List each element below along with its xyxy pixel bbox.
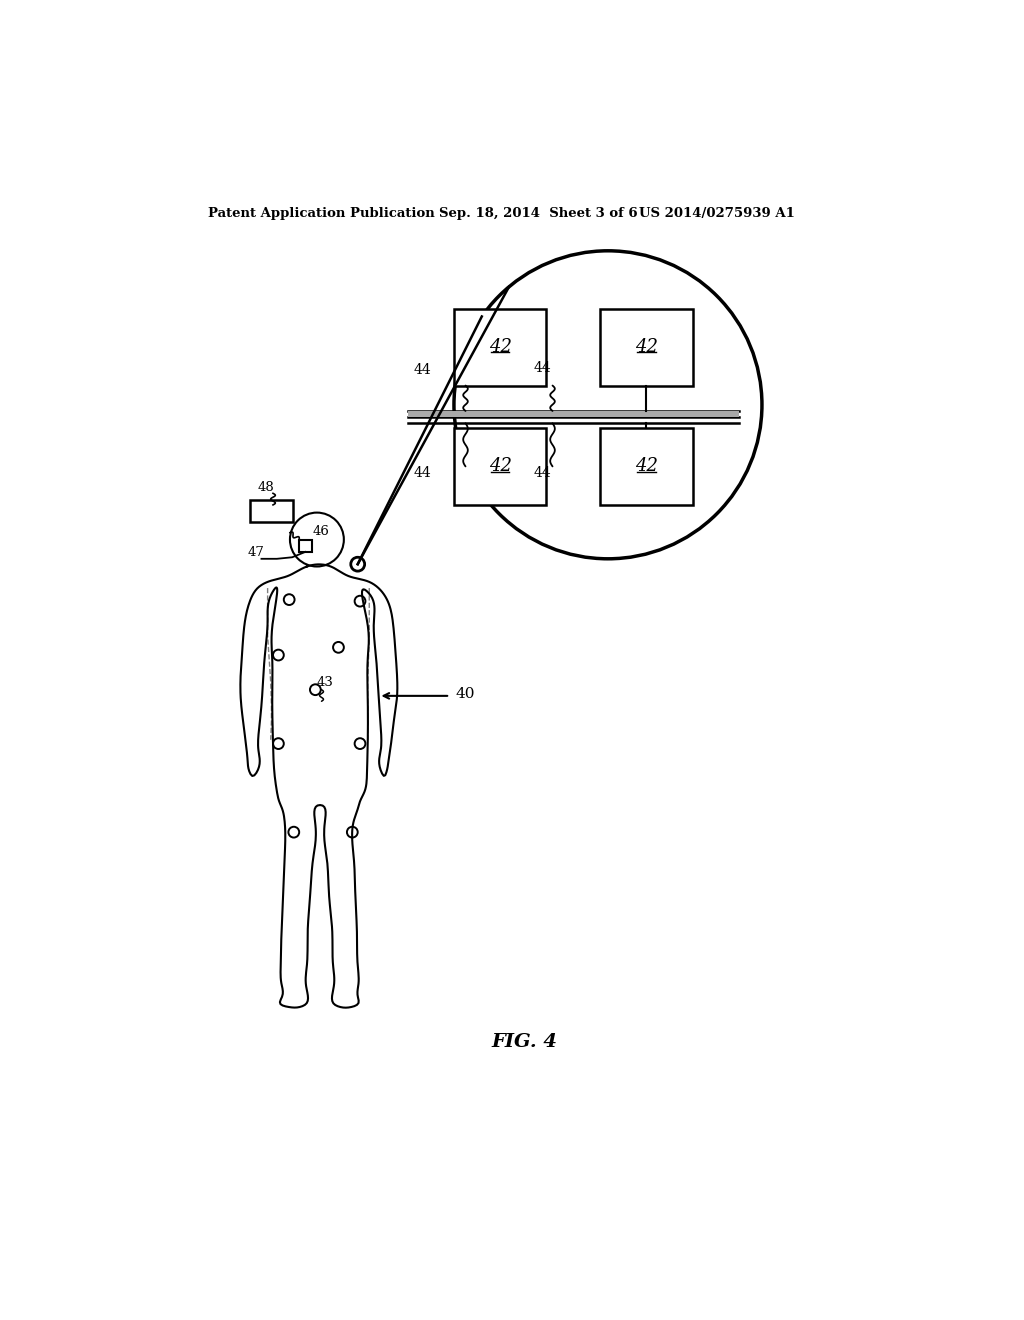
Text: 42: 42 [488,458,512,475]
Text: 44: 44 [535,466,552,479]
Bar [454,309,547,385]
Text: 47: 47 [248,546,264,560]
Text: 44: 44 [414,466,432,479]
Text: Patent Application Publication: Patent Application Publication [208,207,434,220]
Text: 43: 43 [316,676,334,689]
Text: 42: 42 [488,338,512,356]
Text: 44: 44 [414,363,432,378]
Text: Sep. 18, 2014  Sheet 3 of 6: Sep. 18, 2014 Sheet 3 of 6 [438,207,637,220]
Bar [454,428,547,506]
Text: 48: 48 [258,482,274,495]
Text: 44: 44 [535,360,552,375]
Text: US 2014/0275939 A1: US 2014/0275939 A1 [639,207,795,220]
Text: 40: 40 [456,686,475,701]
Bar [250,500,293,521]
Text: 42: 42 [635,338,658,356]
Bar [299,540,311,552]
Text: 46: 46 [313,525,330,539]
Bar [600,309,692,385]
Text: FIG. 4: FIG. 4 [492,1034,558,1051]
Text: 42: 42 [635,458,658,475]
Circle shape [351,557,365,572]
Bar [600,428,692,506]
Polygon shape [408,411,739,417]
